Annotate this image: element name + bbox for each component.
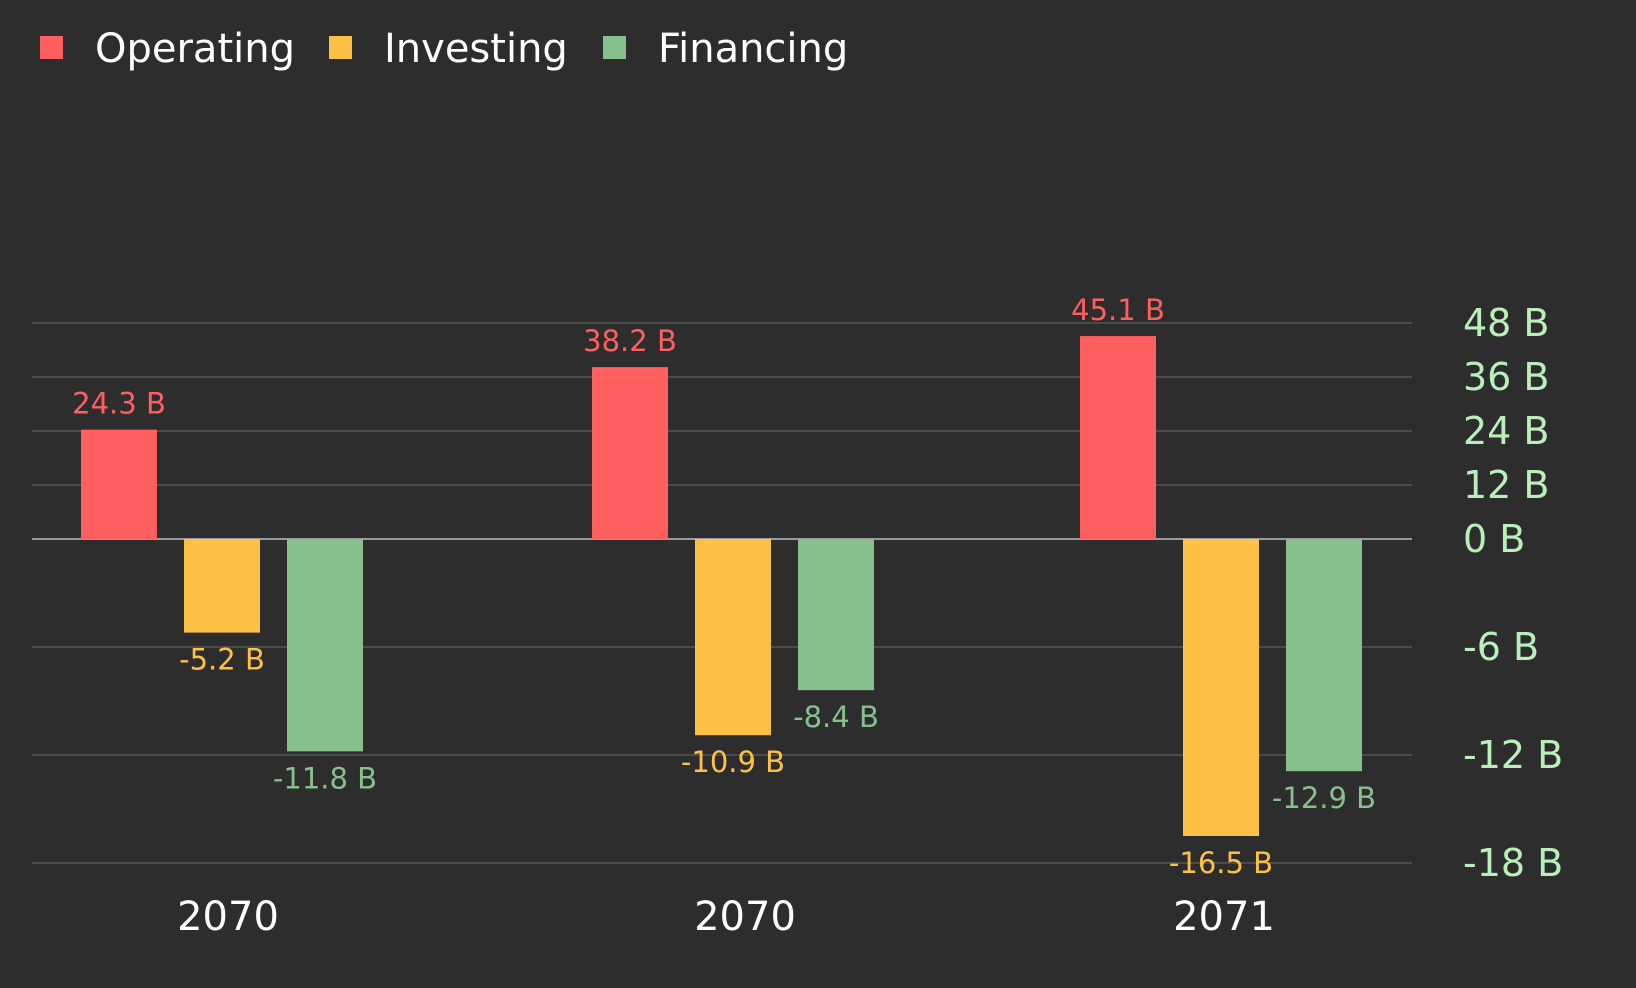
y-tick-label: -18 B	[1463, 841, 1563, 885]
data-label-investing: -16.5 B	[1169, 846, 1273, 880]
y-tick-label: -12 B	[1463, 733, 1563, 777]
data-label-operating: 45.1 B	[1071, 293, 1165, 327]
x-category-label: 2070	[177, 894, 279, 940]
y-tick-label: 36 B	[1463, 355, 1550, 399]
data-label-financing: -8.4 B	[793, 700, 879, 734]
data-labels: 24.3 B 38.2 B 45.1 B -5.2 B -10.9 B -16.5 B -1…	[72, 293, 1376, 880]
bar-investing	[1183, 539, 1259, 836]
bar-operating	[592, 367, 668, 539]
bar-operating	[81, 429, 157, 539]
bar-investing	[184, 539, 260, 633]
legend-item-financing: Financing	[603, 26, 848, 72]
data-label-operating: 38.2 B	[583, 324, 677, 358]
legend-swatch	[329, 36, 352, 59]
bar-financing	[1286, 539, 1362, 772]
data-label-financing: -12.9 B	[1272, 781, 1376, 815]
legend-item-investing: Investing	[329, 26, 568, 72]
legend-label: Investing	[384, 26, 568, 72]
y-tick-label: 0 B	[1463, 517, 1525, 561]
bars	[81, 336, 1362, 836]
x-category-label: 2071	[1173, 894, 1275, 940]
y-tick-label: 12 B	[1463, 463, 1550, 507]
legend-swatch	[603, 36, 626, 59]
data-label-operating: 24.3 B	[72, 387, 166, 421]
legend-item-operating: Operating	[40, 26, 295, 72]
y-tick-label: -6 B	[1463, 625, 1539, 669]
data-label-financing: -11.8 B	[273, 761, 377, 795]
bar-financing	[798, 539, 874, 691]
y-tick-label: 48 B	[1463, 301, 1550, 345]
legend-swatch	[40, 36, 63, 59]
data-label-investing: -5.2 B	[179, 643, 265, 677]
y-tick-label: 24 B	[1463, 409, 1550, 453]
x-category-label: 2070	[694, 894, 796, 940]
y-axis: 48 B 36 B 24 B 12 B 0 B -6 B -12 B -18 B	[1463, 301, 1563, 885]
legend: Operating Investing Financing	[40, 26, 848, 72]
legend-label: Operating	[95, 26, 295, 72]
bar-investing	[695, 539, 771, 736]
data-label-investing: -10.9 B	[681, 745, 785, 779]
bar-financing	[287, 539, 363, 752]
legend-label: Financing	[658, 26, 848, 72]
bar-operating	[1080, 336, 1156, 539]
x-axis: 2070 2070 2071	[177, 894, 1275, 940]
